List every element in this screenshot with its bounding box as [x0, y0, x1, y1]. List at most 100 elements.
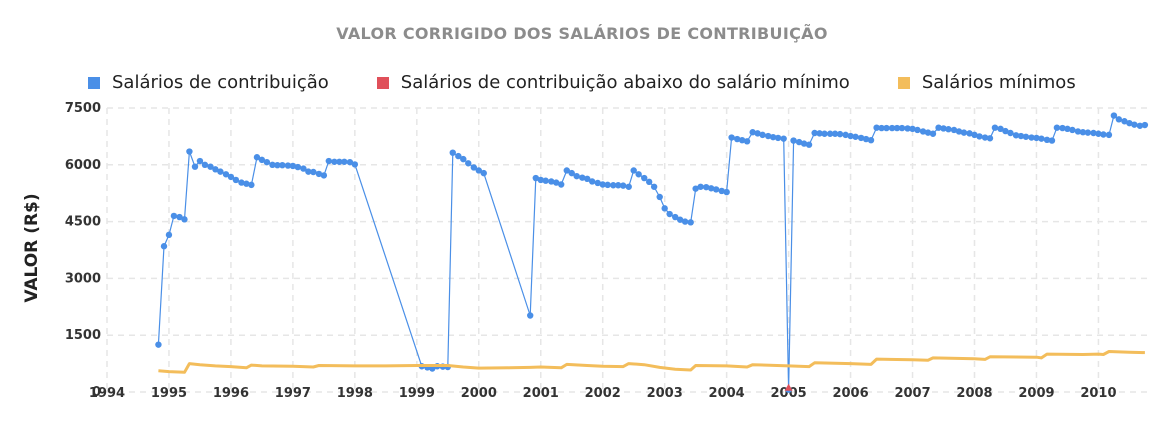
- data-point-contribution: [579, 174, 586, 181]
- data-point-contribution: [279, 161, 286, 169]
- x-tick-label: 2000: [461, 386, 497, 401]
- data-point-contribution: [914, 126, 921, 134]
- x-tick-label: 1998: [337, 386, 373, 401]
- data-point-contribution: [950, 126, 958, 134]
- data-point-contribution: [687, 219, 694, 226]
- data-point-contribution: [935, 124, 942, 131]
- data-point-contribution: [269, 161, 276, 168]
- data-point-contribution: [1095, 130, 1102, 137]
- data-point-contribution: [661, 205, 668, 212]
- data-point-contribution: [186, 148, 193, 155]
- data-point-contribution: [1069, 126, 1076, 134]
- data-point-contribution: [672, 213, 679, 221]
- data-point-contribution: [594, 179, 601, 187]
- data-point-contribution: [800, 140, 808, 147]
- legend-item-minimum-wages[interactable]: Salários mínimos: [897, 72, 1076, 93]
- x-tick-label: 2009: [1018, 386, 1054, 401]
- data-point-contribution: [305, 168, 312, 175]
- data-point-contribution: [274, 161, 281, 169]
- data-point-contribution: [238, 179, 245, 186]
- data-point-contribution: [842, 131, 849, 139]
- data-point-contribution: [836, 130, 844, 138]
- data-point-contribution: [604, 181, 611, 189]
- data-point-contribution: [176, 213, 183, 221]
- data-point-contribution: [893, 124, 901, 132]
- data-point-contribution: [212, 166, 219, 173]
- data-point-contribution: [986, 135, 994, 142]
- data-point-contribution: [1007, 129, 1014, 137]
- y-tick-label: 6000: [65, 158, 101, 173]
- x-tick-label: 2002: [585, 386, 621, 401]
- data-point-contribution: [258, 156, 266, 164]
- data-point-contribution: [707, 185, 715, 192]
- data-point-contribution: [940, 125, 947, 132]
- data-point-contribution: [821, 130, 828, 137]
- data-point-contribution: [1012, 132, 1020, 139]
- data-point-contribution: [196, 157, 204, 165]
- x-tick-label: 2008: [956, 386, 992, 401]
- data-point-contribution: [548, 178, 555, 185]
- legend-item-contribution-salaries[interactable]: Salários de contribuição: [88, 72, 329, 93]
- data-point-contribution: [573, 172, 580, 180]
- data-point-contribution: [857, 134, 865, 142]
- x-tick-label: 2003: [647, 386, 683, 401]
- legend-label: Salários de contribuição abaixo do salár…: [400, 72, 850, 93]
- data-point-contribution: [780, 135, 787, 142]
- data-point-below-minimum: [784, 383, 793, 391]
- data-point-contribution: [924, 129, 932, 136]
- data-point-contribution: [1136, 122, 1144, 129]
- data-point-contribution: [480, 169, 487, 177]
- series-line-contribution-salaries: [157, 114, 1145, 390]
- data-point-contribution: [811, 129, 818, 137]
- x-tick-label: 1995: [151, 386, 187, 401]
- x-tick-label: 2010: [1080, 386, 1116, 401]
- data-point-contribution: [919, 128, 927, 135]
- data-point-contribution: [960, 129, 968, 136]
- data-point-contribution: [553, 179, 560, 186]
- data-point-contribution: [263, 158, 271, 166]
- chart-title: VALOR CORRIGIDO DOS SALÁRIOS DE CONTRIBU…: [336, 24, 828, 43]
- data-point-contribution: [300, 165, 307, 172]
- legend-item-below-minimum[interactable]: Salários de contribuição abaixo do salár…: [376, 72, 850, 93]
- data-point-contribution: [656, 193, 663, 201]
- data-point-contribution: [470, 164, 478, 171]
- y-tick-label: 7500: [65, 101, 101, 116]
- data-point-contribution: [615, 182, 622, 189]
- data-point-contribution: [971, 131, 978, 139]
- data-point-contribution: [625, 183, 632, 190]
- data-point-contribution: [165, 231, 173, 239]
- x-tick-label: 2005: [771, 386, 807, 401]
- data-point-contribution: [460, 155, 467, 163]
- data-point-contribution: [227, 173, 235, 181]
- legend-label: Salários mínimos: [921, 72, 1076, 93]
- data-point-contribution: [1043, 136, 1051, 144]
- data-point-contribution: [294, 163, 302, 171]
- data-point-contribution: [852, 133, 859, 140]
- data-point-contribution: [1074, 128, 1082, 135]
- data-point-contribution: [449, 149, 456, 156]
- y-tick-label: 3000: [65, 271, 101, 286]
- data-point-contribution: [692, 185, 699, 192]
- data-point-contribution: [641, 174, 648, 182]
- data-point-contribution: [475, 167, 482, 174]
- data-point-contribution: [351, 161, 359, 168]
- data-point-contribution: [867, 136, 875, 144]
- data-point-contribution: [743, 138, 751, 145]
- data-point-contribution: [1017, 132, 1025, 140]
- data-point-contribution: [873, 124, 880, 131]
- data-point-contribution: [1033, 134, 1040, 142]
- data-point-contribution: [976, 133, 983, 140]
- data-point-contribution: [904, 125, 911, 132]
- data-point-contribution: [831, 130, 839, 137]
- data-point-contribution: [588, 178, 596, 185]
- data-point-contribution: [181, 216, 188, 223]
- data-point-contribution: [568, 169, 575, 177]
- data-point-contribution: [1048, 137, 1056, 144]
- data-point-contribution: [455, 152, 462, 160]
- data-point-contribution: [929, 130, 937, 137]
- data-point-contribution: [155, 341, 162, 348]
- data-point-contribution: [557, 181, 565, 188]
- data-point-contribution: [645, 178, 653, 186]
- data-point-contribution: [898, 124, 906, 132]
